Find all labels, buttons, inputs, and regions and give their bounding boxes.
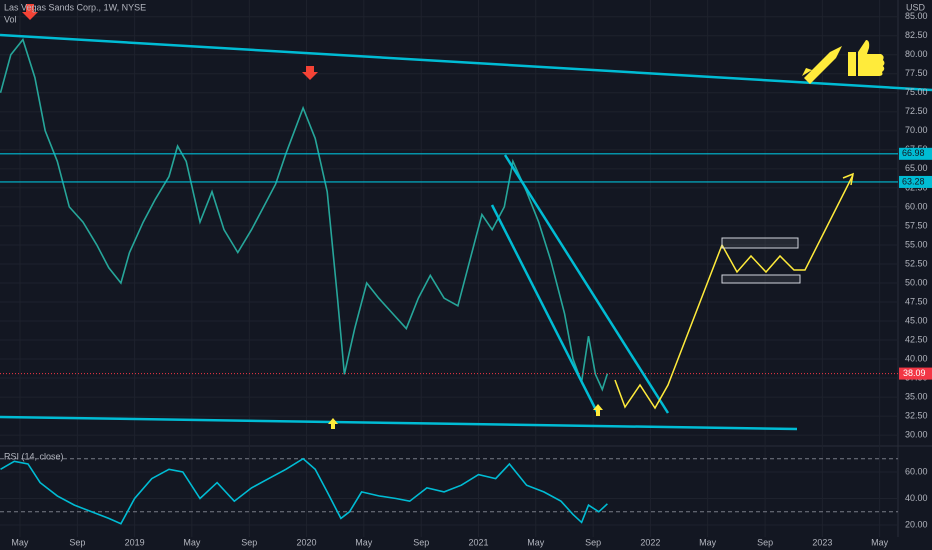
y-tick-label: 40.00: [905, 493, 928, 503]
projection-path: [614, 174, 854, 410]
y-tick-label: 47.50: [905, 296, 928, 306]
projection-arrowhead: [842, 172, 854, 186]
down-arrow: [302, 66, 318, 80]
rocket-icon: [802, 46, 842, 84]
up-arrow: [593, 404, 603, 416]
level-label: 63.28: [902, 176, 925, 186]
trend-line: [0, 415, 798, 431]
plot: [0, 37, 898, 525]
target-box: [721, 274, 801, 284]
y-tick-label: 42.50: [905, 334, 928, 344]
x-tick-label: May: [871, 537, 889, 547]
x-tick-label: 2020: [297, 537, 317, 547]
x-tick-label: May: [183, 537, 201, 547]
x-tick-label: 2022: [640, 537, 660, 547]
x-tick-label: 2023: [812, 537, 832, 547]
x-tick-label: Sep: [241, 537, 257, 547]
y-tick-label: 82.50: [905, 30, 928, 40]
thumbs-up-icon: [848, 40, 885, 76]
drawings: [0, 4, 932, 431]
y-tick-label: 30.00: [905, 429, 928, 439]
trend-line: [503, 154, 670, 414]
x-tick-label: May: [11, 537, 29, 547]
currency-label: USD: [906, 2, 926, 12]
chart-title: Las Vegas Sands Corp., 1W, NYSE: [4, 2, 146, 12]
rsi-line: [0, 457, 608, 525]
last-price-label: 38.09: [903, 368, 926, 378]
x-tick-label: May: [355, 537, 373, 547]
up-arrow: [328, 418, 338, 429]
y-tick-label: 72.50: [905, 106, 928, 116]
trend-line: [490, 204, 599, 413]
level-label-box: [899, 175, 932, 188]
x-tick-label: 2019: [125, 537, 145, 547]
last-price-box: [899, 367, 932, 380]
price-line: [0, 37, 609, 392]
y-tick-label: 50.00: [905, 277, 928, 287]
rsi-title: RSI (14, close): [4, 451, 64, 461]
y-tick-label: 40.00: [905, 353, 928, 363]
y-tick-label: 20.00: [905, 519, 928, 529]
y-tick-label: 52.50: [905, 258, 928, 268]
y-tick-label: 75.00: [905, 87, 928, 97]
y-tick-label: 70.00: [905, 125, 928, 135]
x-tick-label: Sep: [585, 537, 601, 547]
down-arrow: [22, 4, 38, 20]
y-tick-label: 85.00: [905, 11, 928, 21]
x-tick-label: Sep: [69, 537, 85, 547]
y-tick-label: 65.00: [905, 163, 928, 173]
target-box: [721, 237, 799, 249]
y-tick-label: 45.00: [905, 315, 928, 325]
x-tick-label: Sep: [413, 537, 429, 547]
y-tick-label: 55.00: [905, 239, 928, 249]
level-label-box: [899, 147, 932, 160]
y-tick-label: 60.00: [905, 466, 928, 476]
x-tick-label: 2021: [468, 537, 488, 547]
y-tick-label: 35.00: [905, 391, 928, 401]
grid: [0, 0, 898, 537]
y-tick-label: 32.50: [905, 410, 928, 420]
x-tick-label: Sep: [757, 537, 773, 547]
level-label: 66.98: [902, 148, 925, 158]
y-tick-label: 57.50: [905, 220, 928, 230]
trend-line: [0, 33, 932, 92]
x-tick-label: May: [699, 537, 717, 547]
volume-label: Vol: [4, 14, 17, 24]
y-tick-label: 60.00: [905, 201, 928, 211]
x-tick-label: May: [527, 537, 545, 547]
y-tick-label: 77.50: [905, 68, 928, 78]
y-tick-label: 80.00: [905, 49, 928, 59]
